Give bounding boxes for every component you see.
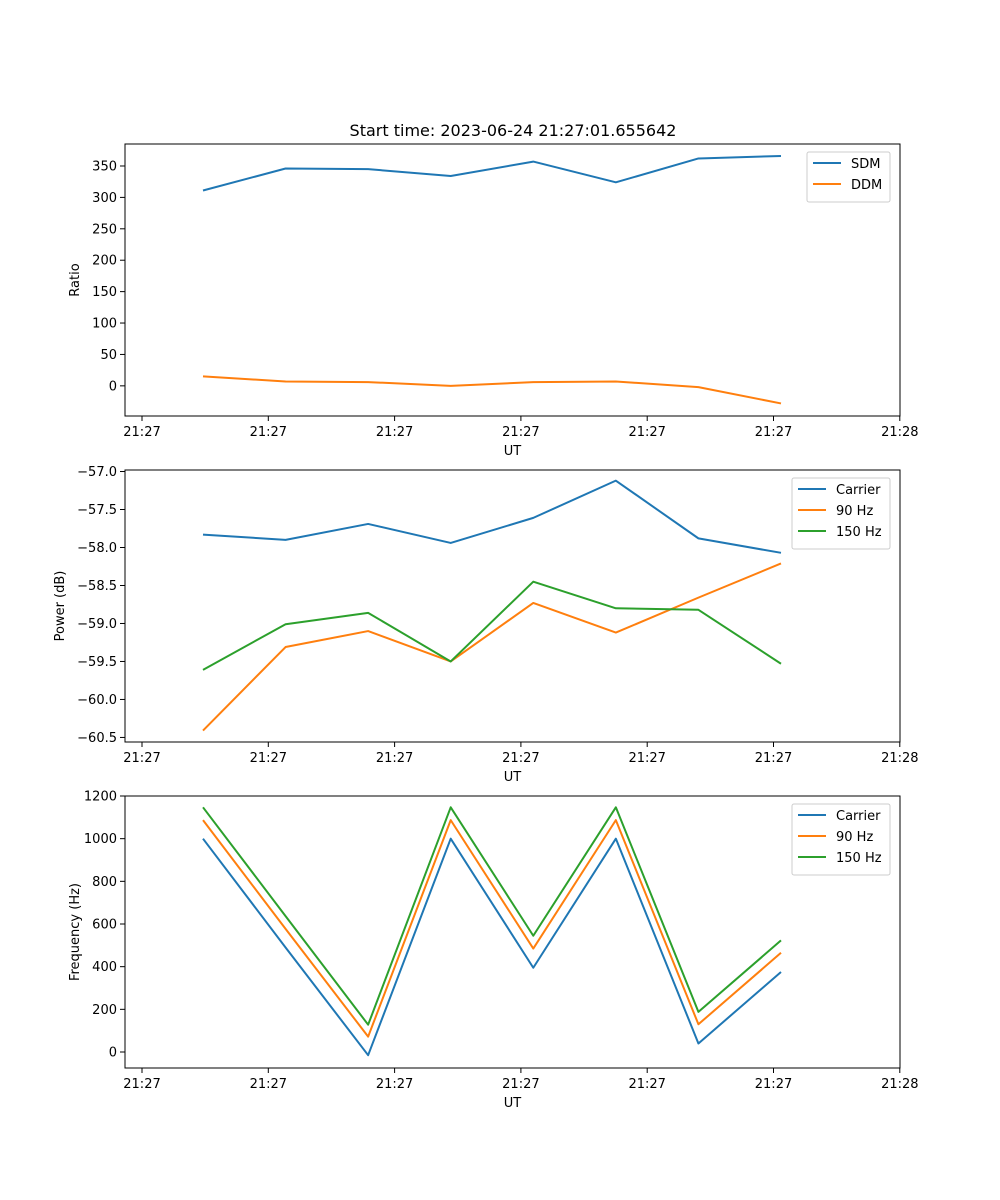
series-line-sdm	[202, 154, 782, 192]
x-axis-label: UT	[504, 444, 522, 459]
x-tick-label: 21:27	[755, 751, 792, 766]
figure-title: Start time: 2023-06-24 21:27:01.655642	[350, 121, 677, 140]
x-tick-label: 21:27	[628, 425, 665, 440]
y-tick-label: −59.0	[77, 617, 117, 632]
x-tick-label: 21:27	[123, 1077, 160, 1092]
y-tick-label: 200	[92, 1003, 117, 1018]
y-tick-label: 0	[109, 1046, 117, 1061]
x-tick-label: 21:28	[881, 1077, 918, 1092]
y-tick-label: 150	[92, 285, 117, 300]
chart-panel-1: 21:27 21:27 21:27 21:27 21:27 21:27 21:28 0 50 10…	[68, 143, 919, 459]
legend-label: 150 Hz	[836, 851, 882, 866]
y-tick-label: 350	[92, 159, 117, 174]
y-axis-label: Power (dB)	[53, 571, 68, 642]
x-tick-label: 21:27	[123, 425, 160, 440]
y-tick-label: −59.5	[77, 655, 117, 670]
y-tick-label: 1200	[84, 790, 117, 805]
series-line-150-hz	[202, 806, 782, 1026]
x-tick-label: 21:27	[376, 425, 413, 440]
y-tick-label: 200	[92, 254, 117, 269]
y-tick-label: −58.0	[77, 541, 117, 556]
y-axis-label: Frequency (Hz)	[68, 883, 83, 981]
y-tick-label: 250	[92, 222, 117, 237]
x-tick-label: 21:28	[881, 425, 918, 440]
y-tick-label: −60.0	[77, 693, 117, 708]
legend: Carrier 90 Hz 150 Hz	[791, 803, 891, 876]
y-tick-label: 600	[92, 918, 117, 933]
legend-box	[806, 151, 891, 203]
y-tick-label: −57.5	[77, 503, 117, 518]
x-tick-label: 21:28	[881, 751, 918, 766]
plot-area-frame	[124, 469, 901, 743]
x-tick-label: 21:27	[250, 751, 287, 766]
x-tick-label: 21:27	[755, 425, 792, 440]
y-tick-label: 300	[92, 191, 117, 206]
series-line-90-hz	[202, 819, 782, 1038]
x-tick-label: 21:27	[628, 1077, 665, 1092]
y-tick-label: −60.5	[77, 731, 117, 746]
y-tick-label: −58.5	[77, 579, 117, 594]
x-tick-label: 21:27	[502, 425, 539, 440]
legend-label: 150 Hz	[836, 525, 882, 540]
legend: SDM DDM	[806, 151, 891, 203]
y-tick-label: 100	[92, 317, 117, 332]
series-line-carrier	[202, 479, 782, 554]
x-axis-label: UT	[504, 1096, 522, 1111]
plot-area-frame	[124, 795, 901, 1069]
x-tick-label: 21:27	[250, 1077, 287, 1092]
y-tick-label: −57.0	[77, 465, 117, 480]
x-tick-label: 21:27	[123, 751, 160, 766]
legend-label: Carrier	[836, 483, 881, 498]
series-line-ddm	[202, 375, 782, 405]
x-tick-label: 21:27	[755, 1077, 792, 1092]
legend-label: 90 Hz	[836, 504, 873, 519]
legend-label: SDM	[851, 157, 880, 172]
y-tick-label: 0	[109, 379, 117, 394]
legend-label: Carrier	[836, 809, 881, 824]
x-tick-label: 21:27	[376, 1077, 413, 1092]
y-tick-label: 800	[92, 875, 117, 890]
plot-area-frame	[124, 143, 901, 417]
x-tick-label: 21:27	[250, 425, 287, 440]
legend-label: DDM	[851, 178, 882, 193]
y-axis-label: Ratio	[68, 263, 83, 296]
chart-panel-2: 21:27 21:27 21:27 21:27 21:27 21:27 21:28 −60.5…	[53, 465, 919, 785]
y-tick-label: 50	[100, 348, 117, 363]
chart-panels: 21:27 21:27 21:27 21:27 21:27 21:27 21:28 0 50 10…	[53, 143, 919, 1112]
chart-panel-3: 21:27 21:27 21:27 21:27 21:27 21:27 21:28 0 200 4…	[68, 790, 919, 1112]
series-line-90-hz	[202, 562, 782, 732]
x-axis-label: UT	[504, 770, 522, 785]
x-tick-label: 21:27	[376, 751, 413, 766]
legend: Carrier 90 Hz 150 Hz	[791, 477, 891, 550]
x-tick-label: 21:27	[628, 751, 665, 766]
y-tick-label: 400	[92, 960, 117, 975]
legend-label: 90 Hz	[836, 830, 873, 845]
series-line-carrier	[202, 837, 782, 1057]
y-tick-label: 1000	[84, 832, 117, 847]
x-tick-label: 21:27	[502, 1077, 539, 1092]
series-line-150-hz	[202, 580, 782, 671]
x-tick-label: 21:27	[502, 751, 539, 766]
